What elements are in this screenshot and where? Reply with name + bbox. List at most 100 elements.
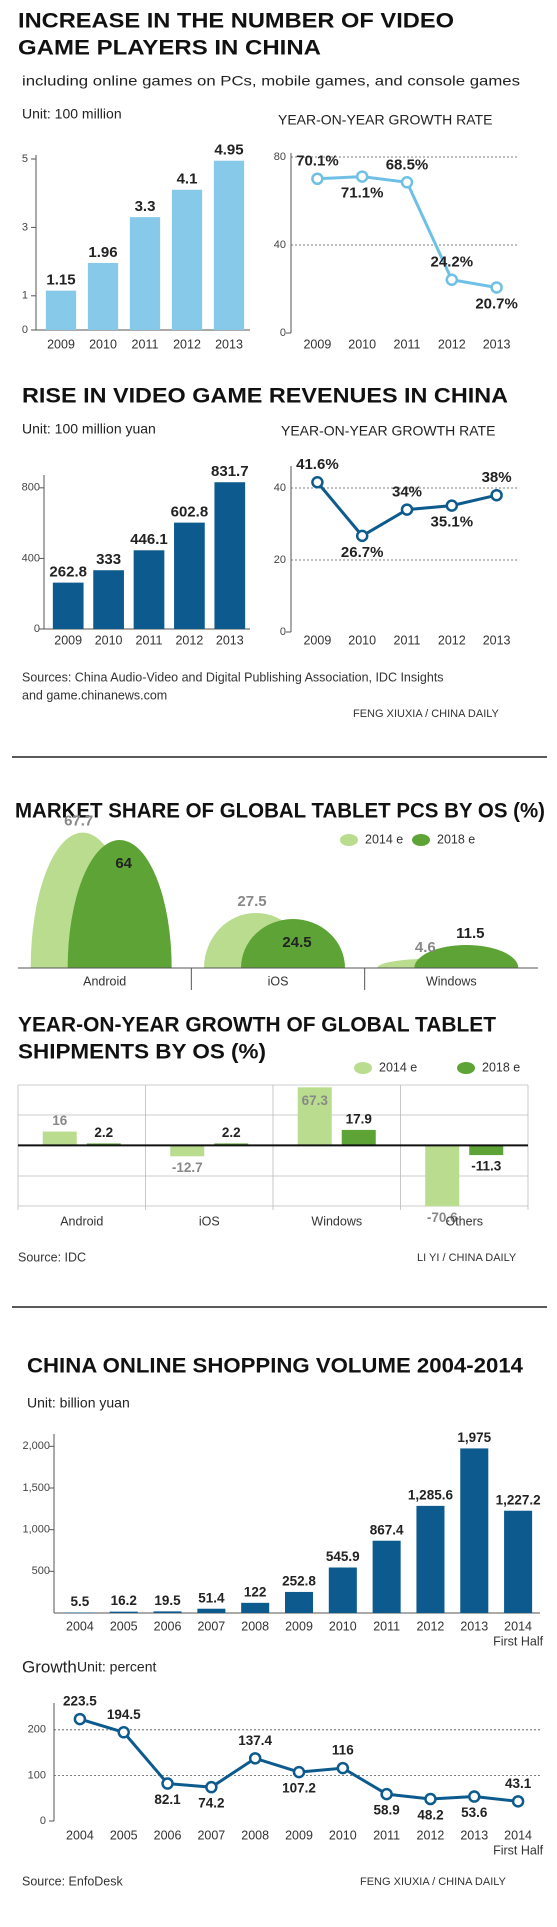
x-tick-label: 2008 (241, 1828, 269, 1842)
x-tick-note: First Half (493, 1634, 544, 1648)
bar (416, 1506, 444, 1613)
y-tick-label: 40 (274, 239, 286, 251)
x-tick-label: 2010 (329, 1619, 357, 1633)
x-tick-label: 2013 (460, 1828, 488, 1842)
point (312, 174, 322, 184)
point (469, 1792, 479, 1802)
y-tick-label: 40 (274, 482, 286, 494)
point (447, 501, 457, 511)
value-label: 194.5 (107, 1707, 141, 1722)
value-label: 831.7 (211, 463, 249, 480)
x-tick-label: 2011 (373, 1619, 400, 1633)
bar (172, 190, 202, 330)
x-tick-label: 2012 (417, 1619, 445, 1633)
bar (460, 1448, 488, 1613)
legend-label: 2014 e (379, 1060, 417, 1074)
value-label: 4.95 (214, 142, 243, 159)
x-tick-label: 2012 (417, 1828, 445, 1842)
x-tick-label: 2013 (460, 1619, 488, 1633)
value-label: 262.8 (49, 564, 87, 581)
section-title: GAME PLAYERS IN CHINA (18, 37, 321, 60)
value-label: 11.5 (456, 925, 484, 942)
value-label: 20.7% (475, 295, 518, 312)
value-label: 51.4 (198, 1590, 225, 1605)
value-label: 137.4 (238, 1733, 272, 1748)
point (357, 172, 367, 182)
bar (241, 1603, 269, 1613)
y-tick-label: 200 (28, 1724, 46, 1736)
bar (504, 1511, 532, 1613)
point (312, 477, 322, 487)
point (402, 505, 412, 515)
unit-label: Unit: 100 million yuan (22, 421, 156, 437)
x-tick-label: 2009 (303, 633, 331, 647)
x-tick-label: 2012 (438, 337, 466, 351)
x-tick-label: 2005 (110, 1828, 138, 1842)
value-label: 16 (52, 1113, 68, 1128)
x-tick-label: 2014 (504, 1828, 532, 1842)
value-label: 34% (392, 484, 422, 501)
value-label: 5.5 (71, 1594, 90, 1609)
value-label: 19.5 (154, 1593, 181, 1608)
value-label: 2.2 (94, 1125, 113, 1140)
unit-label: Unit: 100 million (22, 106, 122, 122)
x-tick-label: 2010 (89, 337, 117, 351)
legend-swatch (457, 1062, 475, 1074)
bar (46, 291, 76, 330)
credit: FENG XIUXIA / CHINA DAILY (360, 1876, 507, 1888)
value-label: 2.2 (222, 1125, 241, 1140)
x-tick-label: 2007 (197, 1619, 225, 1633)
y-tick-label: 1 (22, 290, 28, 302)
value-label: 48.2 (417, 1808, 443, 1823)
value-label: 602.8 (171, 504, 209, 521)
bar (134, 550, 165, 629)
point (425, 1794, 435, 1804)
value-label: 1,227.2 (496, 1492, 541, 1507)
value-label: 82.1 (154, 1792, 181, 1807)
value-label: 333 (96, 551, 121, 568)
x-tick-label: 2004 (66, 1828, 94, 1842)
bar (53, 583, 84, 629)
value-label: 26.7% (341, 544, 384, 561)
chart-title: YEAR-ON-YEAR GROWTH RATE (278, 112, 492, 128)
value-label: 446.1 (130, 531, 168, 548)
chart-title: YEAR-ON-YEAR GROWTH RATE (281, 423, 495, 439)
y-tick-label: 3 (22, 221, 28, 233)
legend-swatch (412, 834, 430, 846)
value-label: 24.2% (431, 254, 474, 271)
value-label: 17.9 (346, 1111, 372, 1126)
y-tick-label: 0 (280, 327, 286, 339)
value-label: 107.2 (282, 1781, 316, 1796)
x-tick-label: 2011 (132, 337, 159, 351)
value-label: 74.2 (198, 1796, 224, 1811)
section-subtitle: including online games on PCs, mobile ga… (22, 73, 520, 89)
bar (373, 1541, 401, 1613)
y-tick-label: 0 (22, 324, 28, 336)
point (294, 1767, 304, 1777)
point (357, 531, 367, 541)
x-tick-label: 2011 (394, 633, 421, 647)
y-tick-label: 80 (274, 151, 286, 163)
value-label: 116 (332, 1743, 354, 1758)
unit-label: Unit: percent (77, 1659, 156, 1675)
value-label: 24.5 (282, 934, 311, 951)
y-tick-label: 2,000 (22, 1440, 50, 1452)
point (513, 1796, 523, 1806)
point (447, 275, 457, 285)
x-tick-label: 2009 (303, 337, 331, 351)
value-label: 867.4 (370, 1522, 404, 1537)
value-label: 67.3 (302, 1093, 329, 1108)
source-note: and game.chinanews.com (22, 688, 167, 702)
legend-label: 2018 e (437, 832, 475, 846)
bar (214, 482, 245, 629)
section-title: INCREASE IN THE NUMBER OF VIDEO (18, 10, 454, 33)
bar (285, 1592, 313, 1613)
x-tick-label: Others (445, 1214, 483, 1228)
y-tick-label: 0 (40, 1815, 46, 1827)
point (119, 1727, 129, 1737)
x-tick-label: 2010 (329, 1828, 357, 1842)
x-tick-label: 2012 (175, 633, 203, 647)
y-tick-label: 100 (28, 1769, 46, 1781)
x-tick-label: 2009 (47, 337, 75, 351)
